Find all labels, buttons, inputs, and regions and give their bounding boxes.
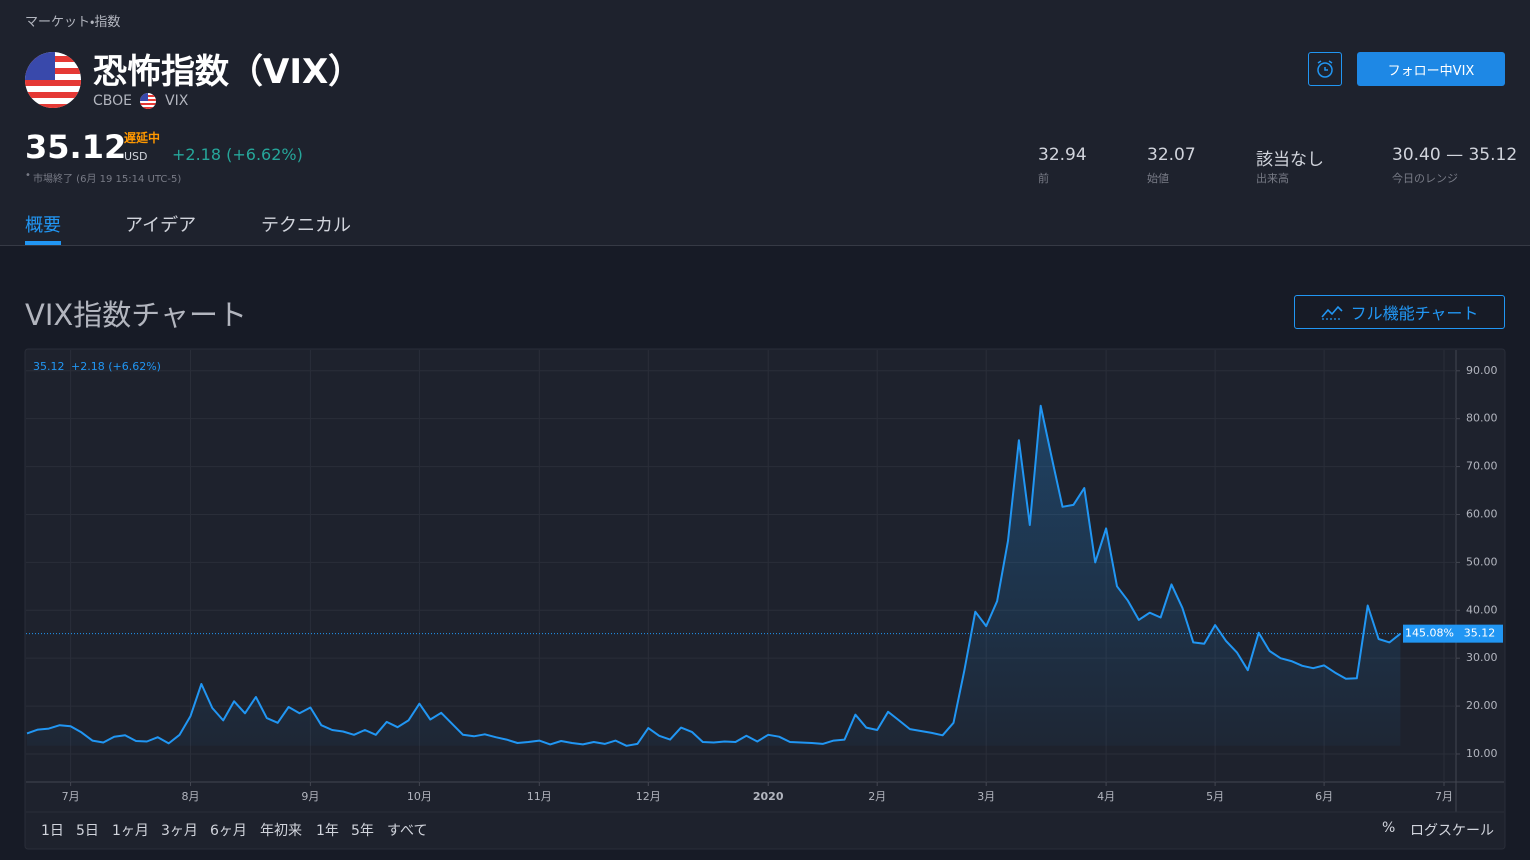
market-status-dot: •: [25, 170, 31, 181]
log-scale-toggle[interactable]: ログスケール: [1410, 823, 1494, 839]
tab[interactable]: アイデア: [125, 215, 197, 236]
symbol: VIX: [165, 93, 189, 109]
active-tab-underline: [25, 241, 61, 245]
y-tick-label: 10.00: [1466, 747, 1498, 760]
plot-layer: 10.00 20.00 30.00 40.00 50.00 60.00 70.00 80.00…: [26, 350, 1503, 803]
percent-toggle[interactable]: %: [1382, 820, 1396, 836]
y-tick-label: 90.00: [1466, 364, 1498, 377]
x-tick-label: 6月: [1315, 790, 1333, 803]
range-button[interactable]: 3ヶ月: [161, 823, 198, 839]
flag-small: [140, 93, 156, 109]
stat-label: 出来高: [1256, 172, 1289, 185]
header-area: [0, 0, 1530, 246]
section-title: VIX指数チャート: [25, 298, 247, 332]
price-line: [26, 404, 1402, 747]
percent-label-box: [1403, 624, 1456, 643]
stat-value: 32.94: [1038, 145, 1087, 165]
y-tick-label: 20.00: [1466, 699, 1498, 712]
range-button[interactable]: 6ヶ月: [210, 823, 247, 839]
stat-value: 32.07: [1147, 145, 1196, 165]
x-tick-label: 2020: [753, 790, 784, 803]
price: 35.12: [25, 128, 127, 166]
range-button[interactable]: 年初来: [260, 823, 302, 839]
range-button[interactable]: 1ヶ月: [112, 823, 149, 839]
breadcrumb: マーケット・指数: [25, 15, 121, 30]
price-label: 35.12: [1464, 627, 1496, 640]
area-fill: [27, 405, 1401, 746]
stat-value: 該当なし: [1256, 150, 1324, 170]
currency: USD: [124, 150, 148, 163]
percent-label: 145.08%: [1405, 627, 1454, 640]
flag-icon: [25, 52, 81, 108]
y-tick-label: 40.00: [1466, 603, 1498, 616]
chart-box: [24, 348, 1506, 850]
range-button[interactable]: 5年: [351, 823, 374, 839]
x-tick-label: 2月: [868, 790, 886, 803]
stat-label: 今日のレンジ: [1392, 172, 1458, 185]
price-label-box: [1456, 624, 1503, 643]
title: 恐怖指数（VIX）: [93, 52, 363, 92]
x-tick-label: 3月: [977, 790, 995, 803]
x-tick-label: 8月: [182, 790, 200, 803]
x-tick-label: 10月: [407, 790, 432, 803]
stat-label: 前: [1038, 172, 1049, 185]
tab[interactable]: テクニカル: [261, 215, 351, 236]
tab[interactable]: 概要: [25, 215, 61, 236]
x-tick-label: 7月: [62, 790, 80, 803]
alert-icon: [1317, 60, 1333, 78]
legend-price: 35.12: [33, 360, 65, 373]
full-chart-label: フル機能チャート: [1350, 304, 1479, 323]
range-button[interactable]: 1日: [41, 823, 64, 839]
x-tick-label: 9月: [301, 790, 319, 803]
range-button[interactable]: 1年: [316, 823, 339, 839]
change: +2.18 (+6.62%): [172, 145, 303, 164]
delayed-badge: 遅延中: [124, 131, 161, 145]
exchange: CBOE: [93, 93, 132, 109]
stat-label: 始値: [1147, 172, 1169, 185]
market-status: 市場終了 (6月 19 15:14 UTC-5): [33, 174, 182, 185]
y-tick-label: 50.00: [1466, 555, 1498, 568]
y-tick-label: 30.00: [1466, 651, 1498, 664]
x-tick-label: 11月: [527, 790, 552, 803]
stat-value: 30.40 — 35.12: [1392, 145, 1518, 165]
follow-button[interactable]: フォロー中VIX: [1357, 52, 1505, 86]
y-tick-label: 70.00: [1466, 460, 1498, 473]
range-button[interactable]: すべて: [387, 823, 428, 839]
full-chart-button[interactable]: フル機能チャート: [1294, 295, 1505, 329]
y-tick-label: 80.00: [1466, 412, 1498, 425]
range-button[interactable]: 5日: [76, 823, 99, 839]
alert-button[interactable]: [1308, 52, 1342, 86]
legend-change: +2.18 (+6.62%): [71, 360, 161, 373]
x-tick-label: 4月: [1097, 790, 1115, 803]
chart-icon: [1320, 305, 1343, 320]
y-tick-label: 60.00: [1466, 507, 1498, 520]
x-tick-label: 7月: [1435, 790, 1453, 803]
x-tick-label: 5月: [1206, 790, 1224, 803]
x-tick-label: 12月: [636, 790, 661, 803]
